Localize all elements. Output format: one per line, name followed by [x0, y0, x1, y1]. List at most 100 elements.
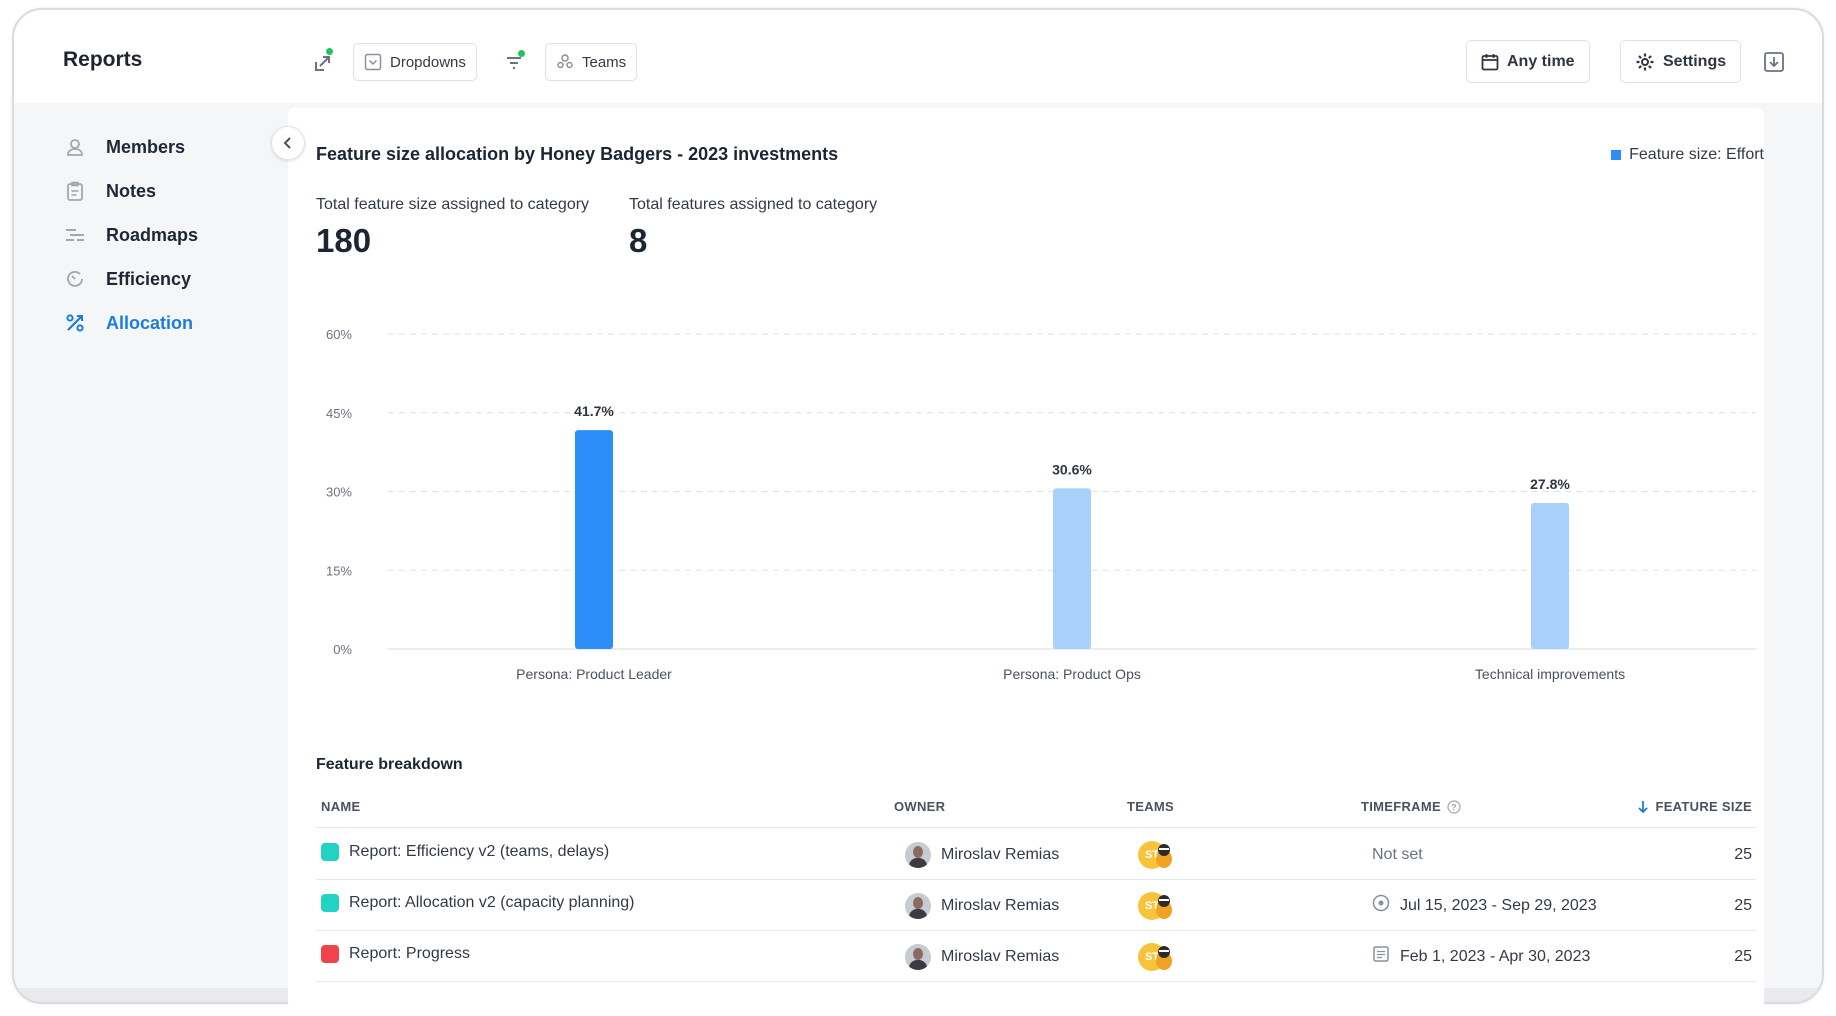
- percent-icon: [66, 314, 84, 332]
- bar-value-label: 41.7%: [574, 403, 614, 419]
- avatar: [905, 892, 931, 919]
- feature-name-cell[interactable]: Report: Allocation v2 (capacity planning…: [321, 877, 635, 928]
- sidebar-item-notes[interactable]: Notes: [64, 177, 156, 205]
- table-row[interactable]: Report: Progress Miroslav Remias ST Feb …: [316, 931, 1756, 982]
- feature-size-value: 25: [1734, 896, 1752, 914]
- owner-name: Miroslav Remias: [941, 845, 1060, 863]
- teams-label: Teams: [582, 53, 627, 71]
- settings-label: Settings: [1663, 52, 1727, 70]
- x-tick-label: Technical improvements: [1475, 666, 1625, 682]
- teams-button[interactable]: Teams: [545, 43, 638, 81]
- time-range-button[interactable]: Any time: [1466, 40, 1590, 83]
- y-tick-label: 0%: [333, 642, 352, 657]
- stat-total-size-value: 180: [316, 222, 372, 259]
- sidebar-item-allocation[interactable]: Allocation: [64, 309, 193, 337]
- gauge-icon: [67, 271, 83, 287]
- table-row[interactable]: Report: Efficiency v2 (teams, delays) Mi…: [316, 829, 1756, 880]
- feature-color-swatch: [321, 842, 339, 861]
- calendar-icon: [1481, 53, 1499, 70]
- feature-size-cell: 25: [1734, 931, 1752, 982]
- chart-legend: Feature size: Effort: [1611, 146, 1764, 164]
- gear-icon: [1636, 53, 1654, 70]
- clipboard-icon: [67, 181, 83, 201]
- allocation-bar-chart: 0% 15% 30% 45% 60% 41.7% Persona: Product Lead…: [326, 327, 1756, 682]
- sidebar-item-members[interactable]: Members: [64, 133, 185, 161]
- feature-size-cell: 25: [1734, 880, 1752, 931]
- user-icon: [67, 139, 83, 156]
- sidebar-item-efficiency[interactable]: Efficiency: [64, 265, 191, 293]
- feature-name[interactable]: Report: Allocation v2 (capacity planning…: [349, 893, 635, 911]
- circle-clock-icon: [1372, 894, 1390, 917]
- feature-name[interactable]: Report: Progress: [349, 944, 470, 962]
- dropdowns-label: Dropdowns: [390, 53, 466, 71]
- share-icon[interactable]: [310, 48, 336, 76]
- column-header-timeframe[interactable]: TIMEFRAME ?: [1361, 799, 1461, 814]
- x-tick-label: Persona: Product Leader: [516, 666, 672, 682]
- filter-icon[interactable]: [502, 50, 528, 76]
- time-range-label: Any time: [1507, 52, 1575, 70]
- sidebar-item-label: Efficiency: [106, 268, 192, 289]
- sidebar-item-label: Allocation: [106, 312, 194, 333]
- honey-badger-icon: [1156, 945, 1172, 970]
- feature-color-swatch: [321, 893, 339, 912]
- y-tick-label: 60%: [326, 327, 352, 342]
- sidebar-item-label: Members: [106, 136, 186, 157]
- document-icon: [1372, 945, 1390, 968]
- timeframe-cell[interactable]: Jul 15, 2023 - Sep 29, 2023: [1372, 880, 1597, 931]
- owner-name: Miroslav Remias: [941, 896, 1060, 914]
- feature-size-cell: 25: [1734, 829, 1752, 880]
- timeframe-value: Feb 1, 2023 - Apr 30, 2023: [1400, 947, 1591, 965]
- sort-arrow-down-icon: [1638, 800, 1649, 813]
- feature-name-cell[interactable]: Report: Efficiency v2 (teams, delays): [321, 826, 609, 877]
- owner-cell: Miroslav Remias: [905, 829, 1059, 880]
- x-tick-label: Persona: Product Ops: [1003, 666, 1141, 682]
- feature-name-cell[interactable]: Report: Progress: [321, 928, 470, 979]
- bar-value-label: 30.6%: [1052, 461, 1092, 477]
- column-header-owner[interactable]: OWNER: [894, 799, 946, 814]
- column-header-name[interactable]: NAME: [321, 799, 361, 814]
- sidebar-item-roadmaps[interactable]: Roadmaps: [64, 221, 198, 249]
- legend-swatch: [1611, 150, 1622, 160]
- sidebar: Members Notes Roadmaps Efficiency Alloca…: [32, 103, 294, 1002]
- teams-cell: ST: [1138, 880, 1176, 931]
- teams-icon: [557, 54, 573, 69]
- download-icon[interactable]: [1763, 51, 1789, 77]
- feature-size-value: 25: [1734, 845, 1752, 863]
- top-bar: Reports Dropdowns Teams Any time Setting…: [14, 10, 1822, 103]
- bar: [575, 430, 613, 649]
- timeframe-value: Jul 15, 2023 - Sep 29, 2023: [1400, 896, 1597, 914]
- avatar: [905, 943, 931, 970]
- feature-color-swatch: [321, 944, 339, 963]
- timeframe-cell[interactable]: Feb 1, 2023 - Apr 30, 2023: [1372, 931, 1590, 982]
- owner-cell: Miroslav Remias: [905, 880, 1059, 931]
- report-panel: [288, 108, 1764, 1008]
- feature-breakdown-title: Feature breakdown: [316, 756, 463, 773]
- stat-total-features-value: 8: [629, 222, 648, 259]
- y-tick-label: 15%: [326, 563, 352, 578]
- column-header-teams[interactable]: TEAMS: [1127, 799, 1174, 814]
- chevron-left-icon: [283, 137, 291, 149]
- timeframe-value: Not set: [1372, 845, 1423, 863]
- collapse-sidebar-button[interactable]: [271, 126, 305, 160]
- owner-name: Miroslav Remias: [941, 947, 1060, 965]
- dropdown-icon: [364, 53, 382, 71]
- table-row[interactable]: Report: Allocation v2 (capacity planning…: [316, 880, 1756, 931]
- feature-size-value: 25: [1734, 947, 1752, 965]
- timeframe-cell[interactable]: Not set: [1372, 829, 1423, 880]
- roadmap-icon: [66, 229, 84, 241]
- honey-badger-icon: [1156, 843, 1172, 868]
- svg-text:?: ?: [1451, 802, 1457, 812]
- honey-badger-icon: [1156, 894, 1172, 919]
- help-icon[interactable]: ?: [1447, 799, 1461, 814]
- column-header-feature-size[interactable]: FEATURE SIZE: [1637, 799, 1752, 814]
- y-tick-label: 45%: [326, 406, 352, 421]
- sidebar-item-label: Notes: [106, 180, 157, 201]
- dropdowns-button[interactable]: Dropdowns: [353, 43, 477, 81]
- bar-value-label: 27.8%: [1530, 476, 1570, 492]
- feature-name[interactable]: Report: Efficiency v2 (teams, delays): [349, 842, 610, 860]
- settings-button[interactable]: Settings: [1620, 40, 1742, 83]
- teams-cell: ST: [1138, 931, 1176, 982]
- bar: [1531, 503, 1569, 649]
- avatar: [905, 841, 931, 868]
- y-tick-label: 30%: [326, 485, 352, 500]
